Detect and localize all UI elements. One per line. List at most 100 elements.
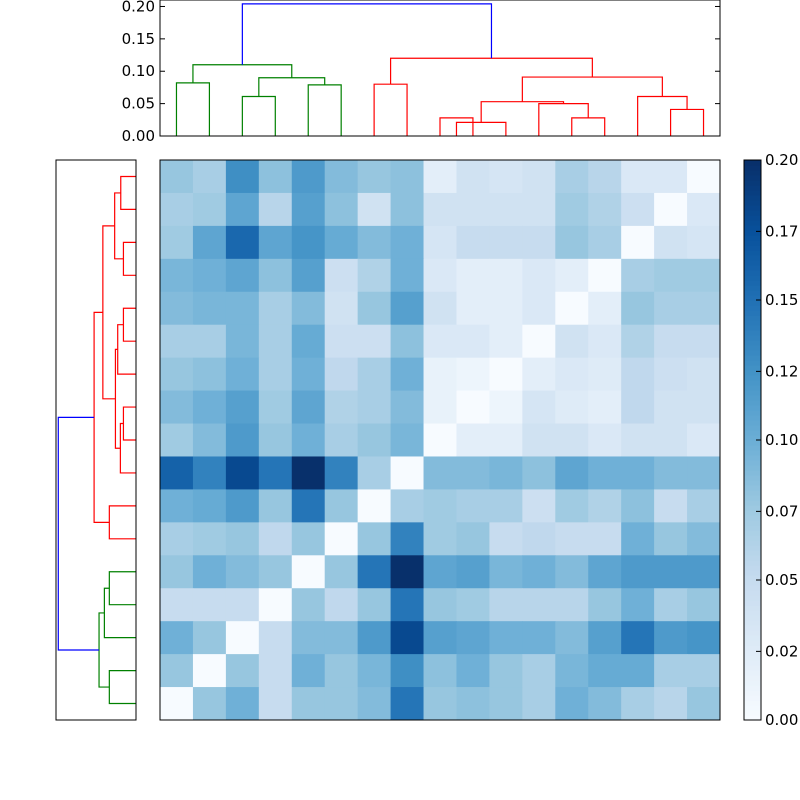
heatmap-cell [258,192,293,227]
heatmap-cell [555,456,589,490]
heatmap-cell [621,621,655,655]
colorbar-segment [744,630,761,636]
colorbar-segment [744,475,761,481]
colorbar-segment [744,215,761,221]
left-dendrogram-frame [55,159,137,721]
colorbar-segment [744,350,761,356]
heatmap-cell [160,489,194,523]
heatmap-cell [489,456,523,490]
heatmap-cell [621,489,655,523]
colorbar-segment [744,590,761,596]
left-dendrogram-link [93,311,110,523]
colorbar-segment [744,555,761,561]
left-dendrogram-link [103,587,136,639]
heatmap-cell [588,555,622,589]
heatmap-cell [357,324,392,359]
colorbar-segment [744,355,761,361]
colorbar-segment [744,715,761,721]
heatmap-cell [489,555,523,589]
heatmap-cell [160,160,194,194]
heatmap-cell [423,160,457,194]
heatmap-cell [357,621,392,655]
heatmap-cell [160,588,194,622]
left-dendrogram-link [114,348,121,449]
heatmap-cell [291,258,326,293]
colorbar-segment [744,415,761,421]
colorbar-segment [744,605,761,611]
heatmap-cell [225,621,260,655]
colorbar-segment [744,455,761,461]
heatmap-cell [192,357,227,392]
colorbar-segment [744,180,761,186]
heatmap-matrix [159,159,721,721]
heatmap-cell [687,621,721,655]
heatmap-cell [225,357,260,392]
heatmap-cell [588,225,622,260]
heatmap-cell [654,291,688,326]
top-dendrogram-link [455,121,507,136]
heatmap-cell [390,423,425,457]
heatmap-cell [324,390,359,425]
heatmap-cell [588,291,622,326]
heatmap-cell [225,192,260,227]
heatmap-cell [160,522,194,556]
heatmap-cell [588,621,622,655]
heatmap-cell [160,258,194,293]
heatmap-cell [456,324,490,359]
heatmap-cell [456,522,490,556]
heatmap-cell [324,324,359,359]
heatmap-cell [654,489,688,523]
heatmap-cell [390,654,425,688]
heatmap-cell [423,555,457,589]
heatmap-frame [159,159,721,721]
colorbar-segment [744,595,761,601]
heatmap-cell [687,291,721,326]
colorbar-tick-label: 0.17 [765,222,798,240]
heatmap-cell [555,324,589,359]
heatmap-cell [687,555,721,589]
heatmap-cell [390,357,425,392]
heatmap-cell [258,456,293,490]
heatmap-cell [522,489,556,523]
colorbar-tick-label: 0.20 [765,151,798,169]
heatmap-cell [160,357,194,392]
colorbar-segment [744,615,761,621]
left-dendrogram-link [102,225,116,400]
colorbar-segment [744,565,761,571]
heatmap-cell [456,291,490,326]
heatmap-cell [456,357,490,392]
colorbar-segment [744,505,761,511]
heatmap-cell [390,621,425,655]
heatmap-cell [489,160,523,194]
colorbar-segment [744,205,761,211]
colorbar-tick-label: 0.10 [765,431,798,449]
colorbar-segment [744,430,761,436]
heatmap-cell [324,192,359,227]
heatmap-cell [555,258,589,293]
colorbar-segment [744,570,761,576]
heatmap-cell [621,423,655,457]
colorbar-segment [744,585,761,591]
heatmap-cell [291,390,326,425]
heatmap-cell [357,588,392,622]
heatmap-cell [621,324,655,359]
colorbar-segment [744,260,761,266]
heatmap-cell [160,390,194,425]
heatmap-cell [687,423,721,457]
heatmap-cell [291,489,326,523]
heatmap-cell [522,588,556,622]
heatmap-cell [258,555,293,589]
heatmap-cell [192,621,227,655]
heatmap-cell [423,357,457,392]
heatmap-cell [654,654,688,688]
heatmap-cell [291,357,326,392]
heatmap-cell [555,555,589,589]
heatmap-cell [192,654,227,688]
colorbar-segment [744,600,761,606]
colorbar-segment [744,190,761,196]
heatmap-cell [423,522,457,556]
heatmap-cell [687,390,721,425]
heatmap-cell [555,687,589,721]
top-ytick-label: 0.20 [122,0,155,15]
heatmap-cell [456,588,490,622]
